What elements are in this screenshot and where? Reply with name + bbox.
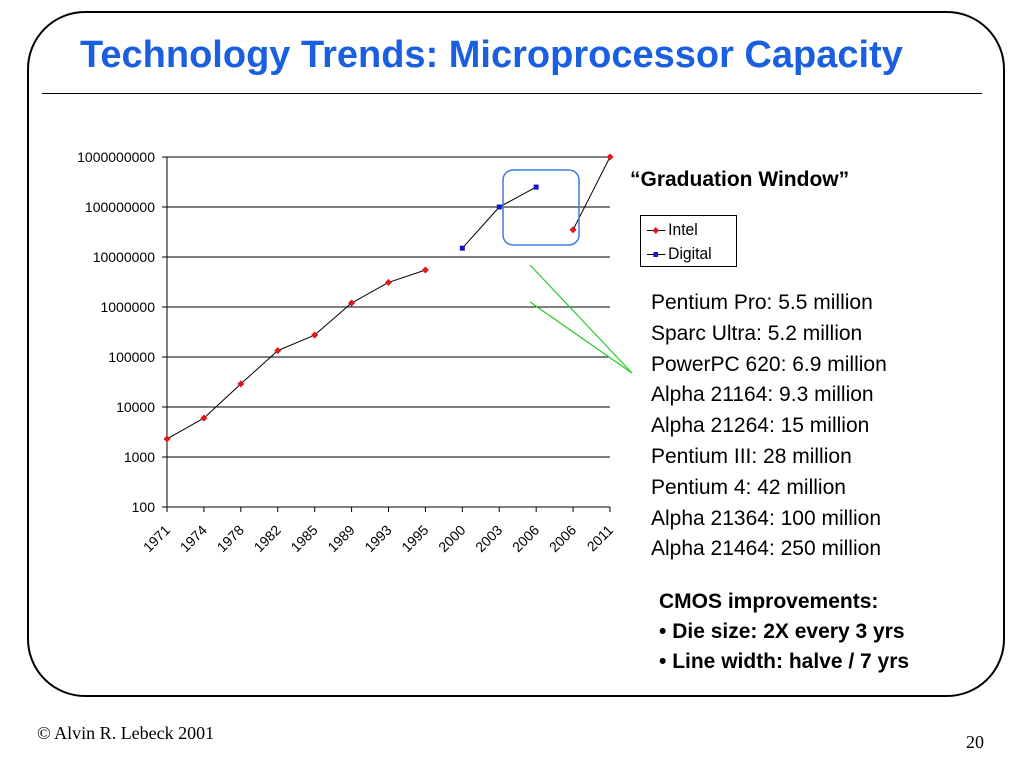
x-tick-label: 1974 xyxy=(177,522,210,555)
x-tick-label: 1995 xyxy=(398,522,431,555)
y-tick-label: 1000000000 xyxy=(77,149,155,165)
intel-point xyxy=(569,226,577,234)
series-line-segment xyxy=(203,383,242,419)
intel-point xyxy=(200,414,208,422)
x-tick-label: 1985 xyxy=(287,522,320,555)
x-tick-label: 1971 xyxy=(140,522,173,555)
x-tick-label: 1982 xyxy=(251,522,284,555)
y-tick-labels: 100 1000 10000 100000 1000000 10000000 1000000… xyxy=(77,149,155,515)
intel-point xyxy=(348,299,356,307)
slide-title: Technology Trends: Microprocessor Capaci… xyxy=(80,34,903,76)
chip-item: Alpha 21464: 250 million xyxy=(651,537,881,561)
chip-item: Pentium III: 28 million xyxy=(651,444,852,468)
chip-item: Sparc Ultra: 5.2 million xyxy=(651,321,863,345)
intel-point xyxy=(606,153,614,161)
intel-point xyxy=(311,331,319,339)
chart-overlays xyxy=(502,169,633,374)
title-divider xyxy=(42,93,982,94)
cmos-improvements: CMOS improvements: • Die size: 2X every … xyxy=(659,587,909,677)
axes xyxy=(162,156,611,512)
cmos-bullet: • Line width: halve / 7 yrs xyxy=(659,650,910,673)
chip-item: Alpha 21164: 9.3 million xyxy=(651,383,874,407)
intel-point xyxy=(384,278,393,286)
y-tick-label: 10000 xyxy=(116,399,155,415)
series-points xyxy=(163,153,614,443)
chart-legend: Intel Digital xyxy=(640,215,737,267)
intel-marker-icon xyxy=(647,226,666,236)
chip-item: Pentium 4: 42 million xyxy=(651,475,846,499)
series-lines xyxy=(166,156,611,440)
y-tick-label: 1000 xyxy=(124,449,155,465)
series-line-segment xyxy=(277,334,315,352)
pointer-line xyxy=(529,264,633,374)
chip-item: PowerPC 620: 6.9 million xyxy=(651,352,887,376)
footer-copyright: © Alvin R. Lebeck 2001 xyxy=(37,723,215,743)
series-line-segment xyxy=(166,417,205,440)
x-tick-label: 2006 xyxy=(546,522,579,555)
intel-point xyxy=(163,435,171,443)
digital-marker-icon xyxy=(647,250,666,260)
x-tick-label: 1989 xyxy=(324,522,357,555)
cmos-bullet-text: Die size: 2X every 3 yrs xyxy=(672,620,905,643)
intel-point xyxy=(421,266,429,274)
slide-frame xyxy=(27,11,1005,697)
series-line-segment xyxy=(388,269,426,283)
digital-point xyxy=(496,204,502,210)
x-tick-label: 2011 xyxy=(584,522,617,555)
y-tick-label: 100 xyxy=(132,499,156,515)
legend-item-intel: Intel xyxy=(647,218,698,242)
x-tick-label: 2006 xyxy=(509,522,542,555)
page-number: 20 xyxy=(966,732,984,752)
series-line-segment xyxy=(351,281,389,304)
legend-label-digital: Digital xyxy=(668,244,712,263)
x-tick-labels: 1971 1974 1978 1982 1985 1989 1993 1995 2000 2003… xyxy=(140,522,616,555)
legend-item-digital: Digital xyxy=(647,242,712,266)
x-tick-label: 2003 xyxy=(472,522,505,555)
chip-transistor-list: Pentium Pro: 5.5 million Sparc Ultra: 5.… xyxy=(651,288,887,565)
y-tick-label: 100000 xyxy=(108,349,155,365)
graduation-window-label: “Graduation Window” xyxy=(630,168,850,191)
y-tick-label: 100000000 xyxy=(85,199,155,215)
cmos-heading: CMOS improvements: xyxy=(659,590,879,613)
cmos-bullet: • Die size: 2X every 3 yrs xyxy=(659,620,905,643)
graduation-window-box xyxy=(502,169,580,246)
pointer-line xyxy=(529,301,633,374)
x-tick-label: 2000 xyxy=(435,522,468,555)
chip-item: Alpha 21264: 15 million xyxy=(651,414,870,438)
y-tick-label: 10000000 xyxy=(93,249,156,265)
y-tick-label: 1000000 xyxy=(100,299,155,315)
x-tick-label: 1978 xyxy=(214,522,247,555)
series-line-segment xyxy=(240,350,279,385)
chip-item: Pentium Pro: 5.5 million xyxy=(651,291,873,314)
gridlines xyxy=(167,156,610,508)
series-line-segment xyxy=(314,302,352,336)
cmos-bullet-text: Line width: halve / 7 yrs xyxy=(672,650,910,673)
x-tick-label: 1993 xyxy=(361,522,394,555)
series-line-segment xyxy=(499,186,537,208)
legend-label-intel: Intel xyxy=(668,220,698,239)
digital-point xyxy=(459,245,465,251)
chip-item: Alpha 21364: 100 million xyxy=(651,506,881,530)
intel-point xyxy=(237,380,245,388)
intel-point xyxy=(274,347,282,355)
digital-point xyxy=(533,184,539,190)
series-line-segment xyxy=(461,206,500,249)
